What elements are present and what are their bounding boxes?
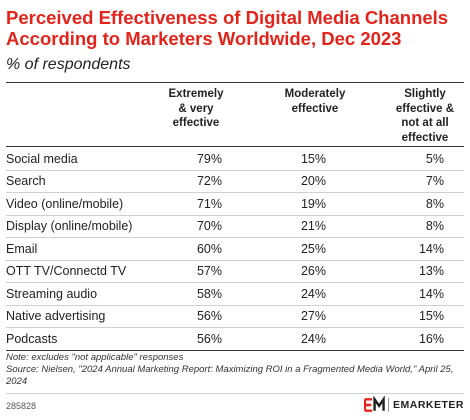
row-label: Streaming audio	[6, 286, 98, 301]
table-cell: 58%	[196, 286, 222, 301]
row-label: Video (online/mobile)	[6, 196, 124, 211]
table-bottom-rule	[6, 349, 464, 351]
chart-id: 285828	[6, 401, 37, 411]
row-label: Native advertising	[6, 309, 106, 323]
table-cell: 8%	[425, 196, 444, 211]
brand-logo: EMARKETER	[364, 395, 464, 415]
column-header-line: not at all	[401, 117, 449, 129]
column-header-line: effective	[401, 131, 449, 144]
table-cell: 60%	[196, 241, 222, 256]
table-cell: 15%	[418, 309, 444, 323]
column-header-line: Slightly	[404, 88, 446, 100]
column-header-1: Extremely & very effective	[151, 87, 241, 131]
table-cell: 14%	[418, 286, 444, 301]
row-label: Display (online/mobile)	[6, 219, 133, 233]
row-label: OTT TV/Connectd TV	[6, 264, 127, 278]
row-label: Email	[6, 241, 38, 256]
table-cell: 16%	[418, 331, 444, 346]
table-cell: 20%	[300, 174, 326, 188]
table-cell: 19%	[300, 196, 326, 211]
table-cell: 25%	[300, 241, 326, 256]
footnote: Note: excludes "not applicable" response…	[6, 352, 184, 363]
row-label: Podcasts	[6, 331, 58, 346]
brand-name: EMARKETER	[392, 399, 464, 411]
logo-divider	[388, 398, 389, 412]
row-divider	[6, 304, 464, 306]
table-cell: 8%	[425, 219, 444, 233]
row-divider	[6, 327, 464, 328]
table-cell: 79%	[196, 151, 222, 166]
table-cell: 27%	[300, 309, 326, 323]
table-cell: 21%	[300, 219, 326, 233]
column-header-line: effective	[172, 117, 220, 129]
table-cell: 14%	[418, 241, 444, 256]
column-header-line: effective	[291, 102, 339, 115]
source-note: Source: Nielsen, "2024 Annual Marketing …	[6, 364, 454, 387]
column-header-line: Moderately	[284, 88, 346, 100]
column-header-line: Extremely	[168, 88, 224, 100]
table-cell: 26%	[300, 264, 326, 278]
footer-rule	[6, 393, 464, 394]
table-cell: 24%	[300, 331, 326, 346]
chart-subtitle: % of respondents	[6, 56, 131, 73]
table-cell: 57%	[196, 264, 222, 278]
column-header-line: effective &	[395, 102, 455, 115]
row-divider	[6, 237, 464, 238]
row-divider	[6, 282, 464, 283]
table-cell: 13%	[418, 264, 444, 278]
row-divider	[6, 259, 464, 261]
table-cell: 15%	[300, 151, 326, 166]
table-cell: 70%	[196, 219, 222, 233]
row-label: Search	[6, 174, 46, 188]
table-cell: 24%	[300, 286, 326, 301]
row-divider	[6, 214, 464, 216]
header-bottom-rule	[6, 146, 464, 147]
chart-title: Perceived Effectiveness of Digital Media…	[6, 7, 449, 49]
row-label: Social media	[6, 151, 78, 166]
em-logo-icon	[364, 396, 385, 412]
column-header-3: Slightly effective & not at all effective	[380, 87, 470, 145]
table-cell: 5%	[425, 151, 444, 166]
row-divider	[6, 192, 464, 193]
column-header-2: Moderately effective	[270, 87, 360, 116]
column-header-line: & very	[178, 102, 214, 115]
table-cell: 56%	[196, 331, 222, 346]
table-cell: 72%	[196, 174, 222, 188]
row-divider	[6, 169, 464, 171]
header-top-rule	[6, 82, 464, 83]
table-cell: 7%	[425, 174, 444, 188]
table-cell: 56%	[196, 309, 222, 323]
table-cell: 71%	[196, 196, 222, 211]
